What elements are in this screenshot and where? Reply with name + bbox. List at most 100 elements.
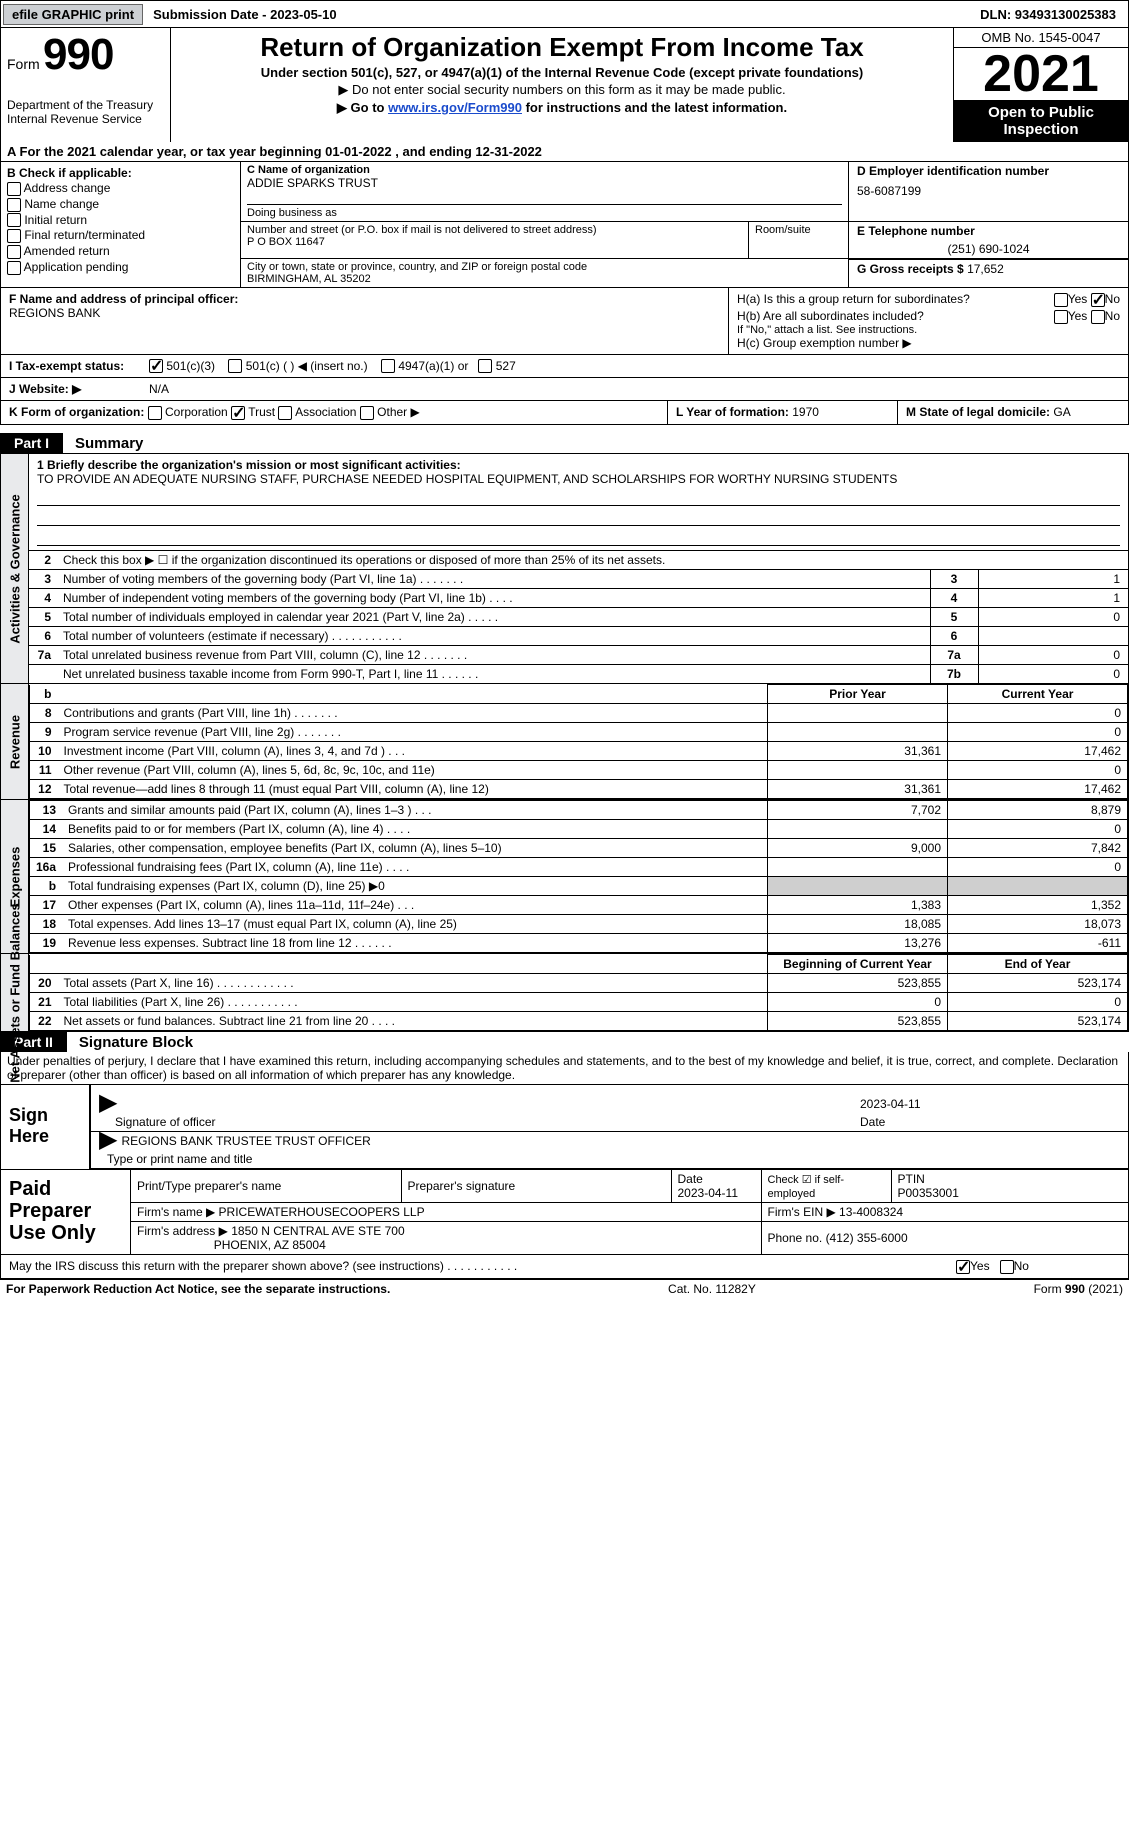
sign-here-label: Sign Here (1, 1085, 91, 1169)
section-j: J Website: ▶ N/A (0, 378, 1129, 401)
line-8: Contributions and grants (Part VIII, lin… (58, 704, 768, 723)
discuss-question: May the IRS discuss this return with the… (1, 1255, 948, 1278)
phone-block: E Telephone number (251) 690-1024 (848, 222, 1128, 258)
section-m: M State of legal domicile: GA (898, 401, 1128, 424)
section-k: K Form of organization: Corporation Trus… (1, 401, 668, 424)
col-current-year: Current Year (948, 685, 1128, 704)
h-b-label: H(b) Are all subordinates included? (737, 309, 924, 323)
identity-grid: B Check if applicable: Address change Na… (0, 162, 1129, 288)
domicile-label: M State of legal domicile: (906, 405, 1053, 419)
preparer-sig-label: Preparer's signature (401, 1170, 671, 1203)
form-title: Return of Organization Exempt From Incom… (179, 32, 945, 63)
firm-name: PRICEWATERHOUSECOOPERS LLP (219, 1205, 425, 1219)
line-7a: Total unrelated business revenue from Pa… (57, 646, 930, 665)
revenue-section: Revenue bPrior YearCurrent Year 8Contrib… (0, 684, 1129, 800)
governance-table: 2Check this box ▶ ☐ if the organization … (29, 550, 1128, 683)
line-9: Program service revenue (Part VIII, line… (58, 723, 768, 742)
line-17: Other expenses (Part IX, column (A), lin… (62, 896, 767, 915)
line-11: Other revenue (Part VIII, column (A), li… (58, 761, 768, 780)
ein-block: D Employer identification number 58-6087… (848, 162, 1128, 221)
firm-ein-label: Firm's EIN ▶ (768, 1205, 836, 1219)
dln-number: DLN: 93493130025383 (980, 7, 1128, 22)
chk-initial-return[interactable]: Initial return (7, 213, 234, 228)
section-i: I Tax-exempt status: 501(c)(3) 501(c) ( … (0, 355, 1129, 379)
section-b-label: B Check if applicable: (7, 166, 234, 180)
preparer-name-label: Print/Type preparer's name (131, 1170, 401, 1203)
line-2: Check this box ▶ ☐ if the organization d… (57, 551, 1128, 570)
expenses-table: 13Grants and similar amounts paid (Part … (29, 800, 1128, 953)
footer-left: For Paperwork Reduction Act Notice, see … (6, 1282, 390, 1296)
firm-addr: 1850 N CENTRAL AVE STE 700 (231, 1224, 404, 1238)
section-h: H(a) Is this a group return for subordin… (728, 288, 1128, 354)
h-c-label: H(c) Group exemption number ▶ (737, 336, 1120, 350)
line-16a: Professional fundraising fees (Part IX, … (62, 858, 767, 877)
form-org-label: K Form of organization: (9, 405, 144, 419)
dba-label: Doing business as (247, 204, 842, 219)
h-b-note: If "No," attach a list. See instructions… (737, 324, 1120, 336)
line-16b: Total fundraising expenses (Part IX, col… (62, 877, 767, 896)
gross-receipts-block: G Gross receipts $ 17,652 (848, 259, 1128, 287)
col-end-year: End of Year (948, 955, 1128, 974)
line-12: Total revenue—add lines 8 through 11 (mu… (58, 780, 768, 799)
address-block: Number and street (or P.O. box if mail i… (241, 222, 748, 258)
chk-amended-return[interactable]: Amended return (7, 244, 234, 259)
phone-label: E Telephone number (857, 224, 1120, 238)
line-6: Total number of volunteers (estimate if … (57, 627, 930, 646)
col-begin-year: Beginning of Current Year (768, 955, 948, 974)
line-7b: Net unrelated business taxable income fr… (57, 665, 930, 684)
discuss-row: May the IRS discuss this return with the… (0, 1255, 1129, 1279)
chk-final-return[interactable]: Final return/terminated (7, 228, 234, 243)
firm-ein: 13-4008324 (839, 1205, 903, 1219)
form-subtitle: Under section 501(c), 527, or 4947(a)(1)… (179, 65, 945, 80)
tax-status-label: I Tax-exempt status: (1, 355, 141, 378)
paid-preparer-block: Paid Preparer Use Only Print/Type prepar… (0, 1170, 1129, 1255)
revenue-table: bPrior YearCurrent Year 8Contributions a… (29, 684, 1128, 799)
section-b-checkboxes: B Check if applicable: Address change Na… (1, 162, 241, 287)
gross-value: 17,652 (967, 262, 1004, 276)
irs-link[interactable]: www.irs.gov/Form990 (388, 100, 522, 115)
line-14: Benefits paid to or for members (Part IX… (62, 820, 767, 839)
org-name-block: C Name of organization ADDIE SPARKS TRUS… (241, 162, 848, 221)
h-b-options: Yes No (1054, 309, 1120, 324)
line-3: Number of voting members of the governin… (57, 570, 930, 589)
chk-name-change[interactable]: Name change (7, 197, 234, 212)
city-block: City or town, state or province, country… (241, 259, 848, 287)
part-1-title: Summary (63, 435, 143, 452)
phone-value: (251) 690-1024 (857, 242, 1120, 256)
discuss-options: Yes No (948, 1255, 1128, 1278)
addr-label: Number and street (or P.O. box if mail i… (247, 224, 742, 236)
h-a-options: Yes No (1054, 292, 1120, 307)
activities-governance-section: Activities & Governance 1 Briefly descri… (0, 453, 1129, 684)
form-title-block: Return of Organization Exempt From Incom… (171, 28, 953, 142)
line-19: Revenue less expenses. Subtract line 18 … (62, 934, 767, 953)
date-label: Date (860, 1115, 1120, 1129)
form-header: Form 990 Department of the Treasury Inte… (0, 28, 1129, 142)
submission-date: Submission Date - 2023-05-10 (145, 7, 980, 22)
firm-addr-label: Firm's address ▶ (137, 1224, 228, 1238)
mission-block: 1 Briefly describe the organization's mi… (29, 454, 1128, 550)
form-number: 990 (43, 30, 113, 79)
firm-name-label: Firm's name ▶ (137, 1205, 215, 1219)
officer-type-label: Type or print name and title (91, 1150, 1128, 1169)
expenses-section: Expenses 13Grants and similar amounts pa… (0, 800, 1129, 954)
year-formation-label: L Year of formation: (676, 405, 792, 419)
dept-treasury: Department of the Treasury (7, 98, 164, 112)
line-10: Investment income (Part VIII, column (A)… (58, 742, 768, 761)
line-21: Total liabilities (Part X, line 26) . . … (58, 993, 768, 1012)
open-inspection-badge: Open to Public Inspection (954, 100, 1128, 142)
form-number-block: Form 990 Department of the Treasury Inte… (1, 28, 171, 142)
efile-print-button[interactable]: efile GRAPHIC print (3, 4, 143, 25)
chk-address-change[interactable]: Address change (7, 181, 234, 196)
netassets-table: Beginning of Current YearEnd of Year 20T… (29, 954, 1128, 1031)
org-name-label: C Name of organization (247, 164, 842, 176)
ptin-label: PTIN (898, 1172, 925, 1186)
mission-label: 1 Briefly describe the organization's mi… (37, 458, 1120, 472)
firm-city: PHOENIX, AZ 85004 (214, 1238, 326, 1252)
city-label: City or town, state or province, country… (247, 261, 842, 273)
footer-mid: Cat. No. 11282Y (668, 1282, 756, 1296)
chk-application-pending[interactable]: Application pending (7, 260, 234, 275)
net-assets-section: Net Assets or Fund Balances Beginning of… (0, 954, 1129, 1032)
officer-label: F Name and address of principal officer: (9, 292, 720, 306)
caret-icon: ▶ (99, 1097, 121, 1111)
city-value: BIRMINGHAM, AL 35202 (247, 273, 842, 285)
